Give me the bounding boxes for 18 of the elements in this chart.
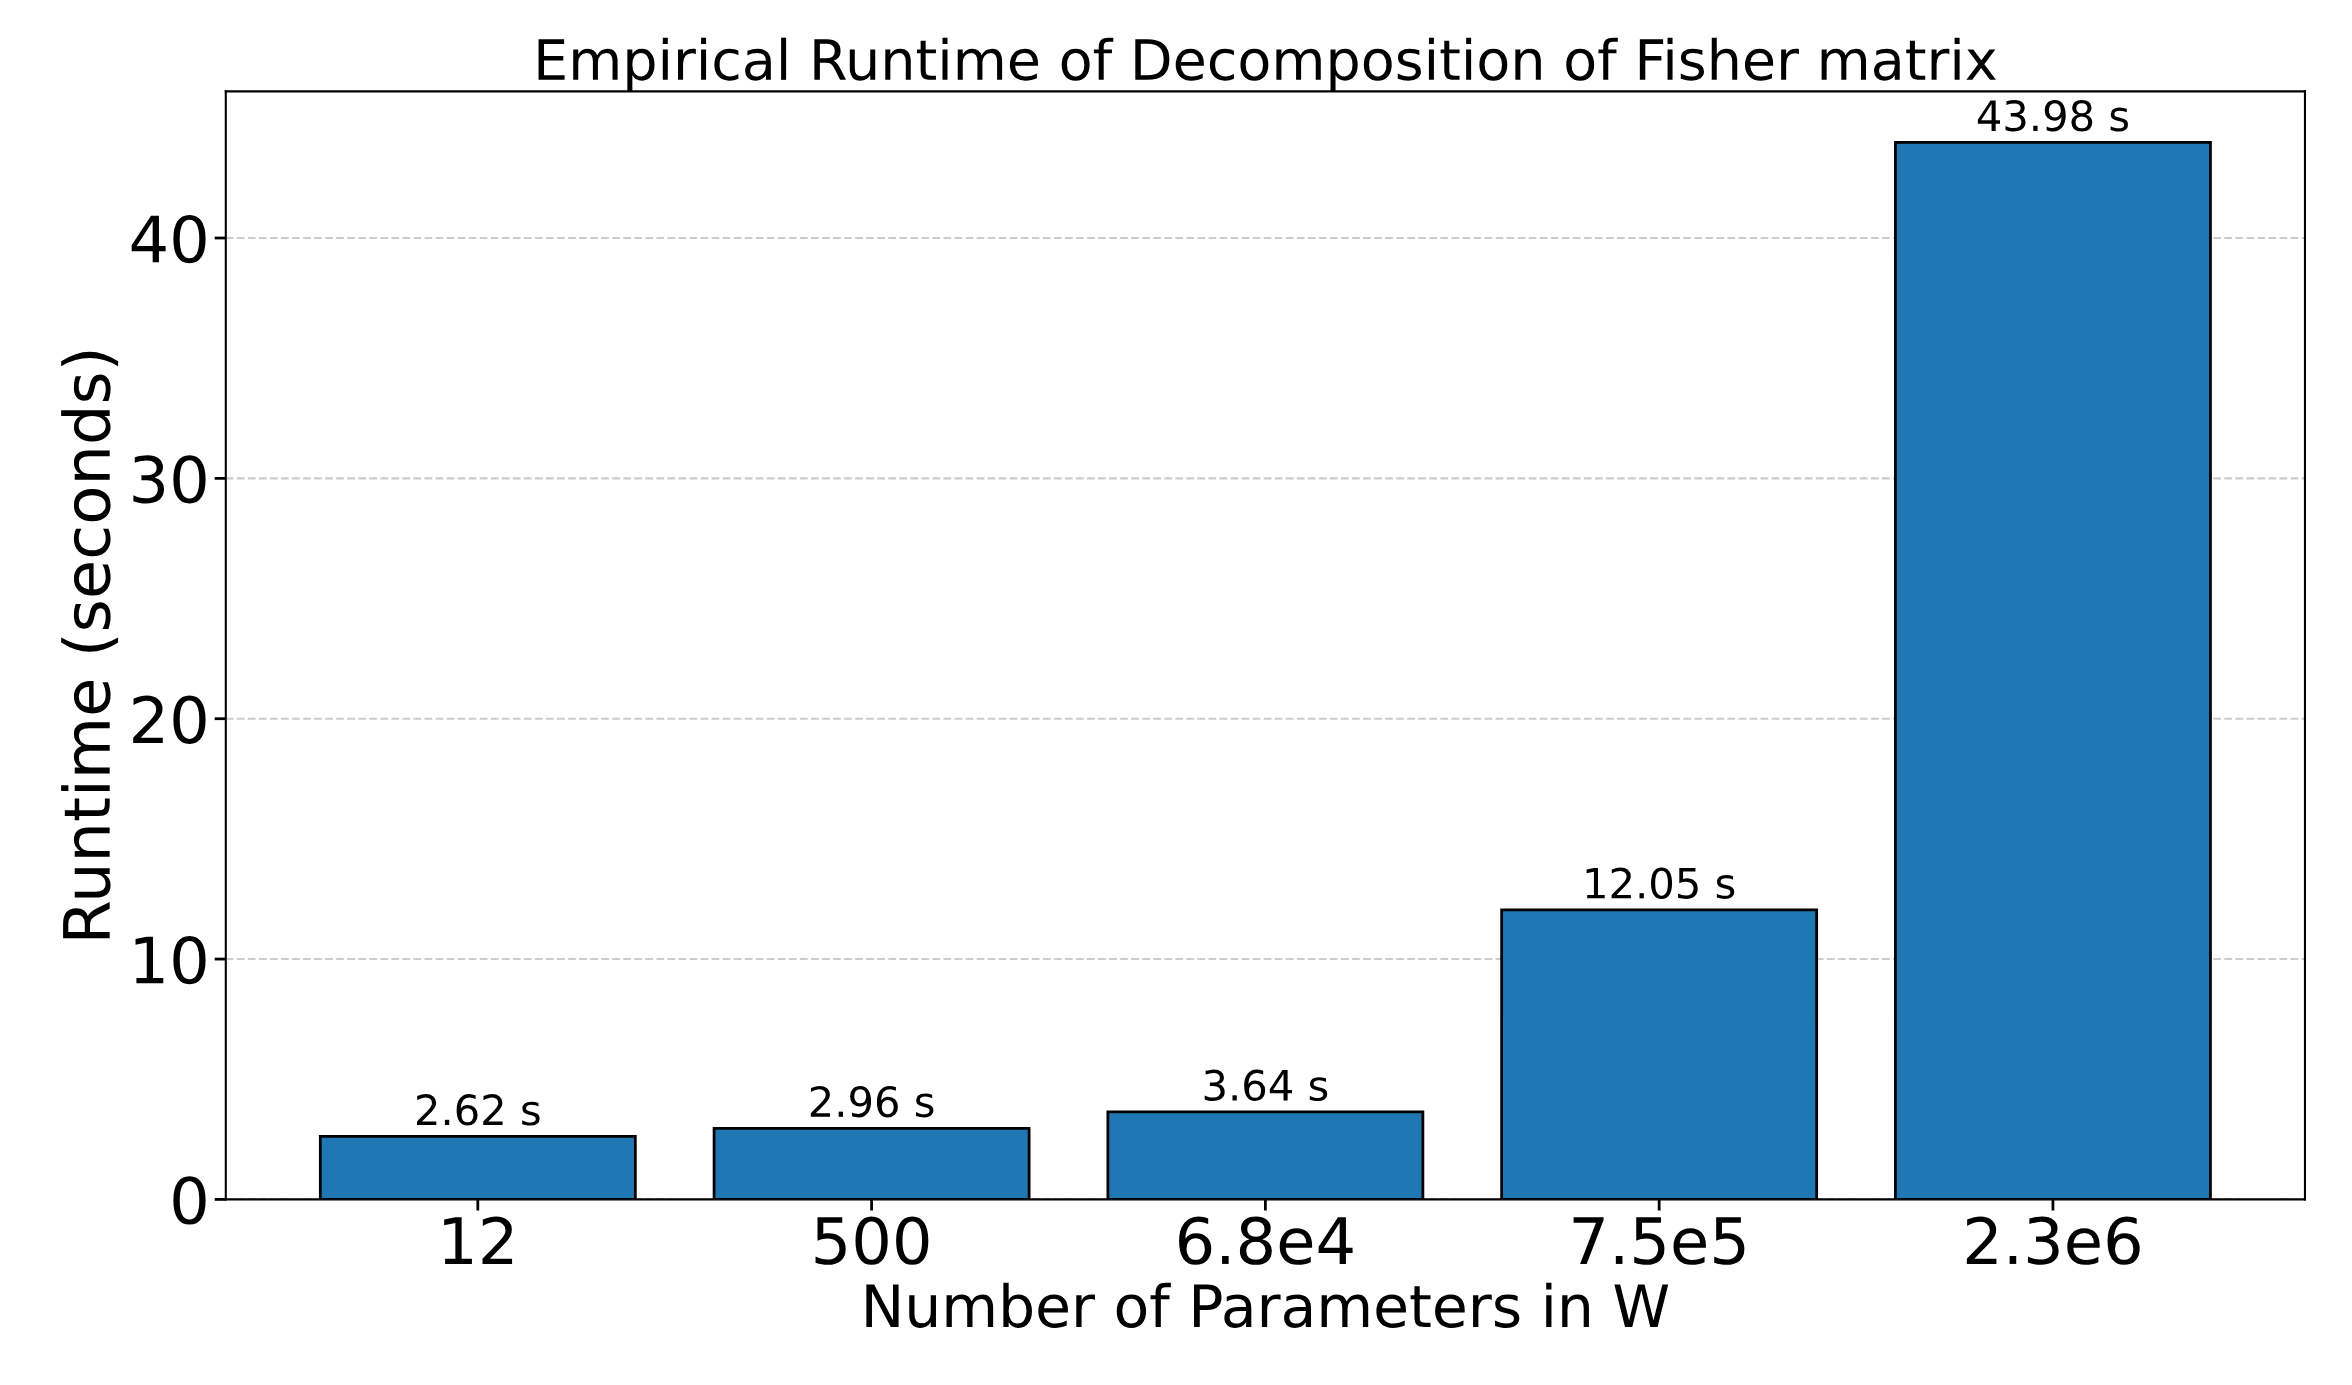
y-tick-label: 20 <box>133 695 206 744</box>
data-label: 2.96 s <box>810 1085 934 1118</box>
x-tick-label: 500 <box>815 1216 929 1265</box>
y-axis-title: Runtime (seconds) <box>61 351 119 939</box>
y-tick-label: 30 <box>133 455 206 504</box>
data-label: 3.64 s <box>1204 1069 1328 1102</box>
chart-title: Empirical Runtime of Decomposition of Fisher matrix <box>538 37 1996 92</box>
y-tick-label: 0 <box>173 1176 206 1225</box>
data-label: 12.05 s <box>1586 867 1735 899</box>
x-tick-label: 6.8e4 <box>1179 1216 1353 1265</box>
x-axis-title: Number of Parameters in W <box>866 1282 1669 1328</box>
y-tick-label: 40 <box>131 214 206 264</box>
x-tick-label: 2.3e6 <box>1966 1216 2140 1265</box>
data-label: 2.62 s <box>417 1094 540 1126</box>
data-label: 43.98 s <box>1977 100 2129 132</box>
x-tick-label: 12 <box>444 1216 513 1264</box>
x-tick-label: 7.5e5 <box>1573 1217 1745 1265</box>
y-tick-label: 10 <box>135 935 206 985</box>
